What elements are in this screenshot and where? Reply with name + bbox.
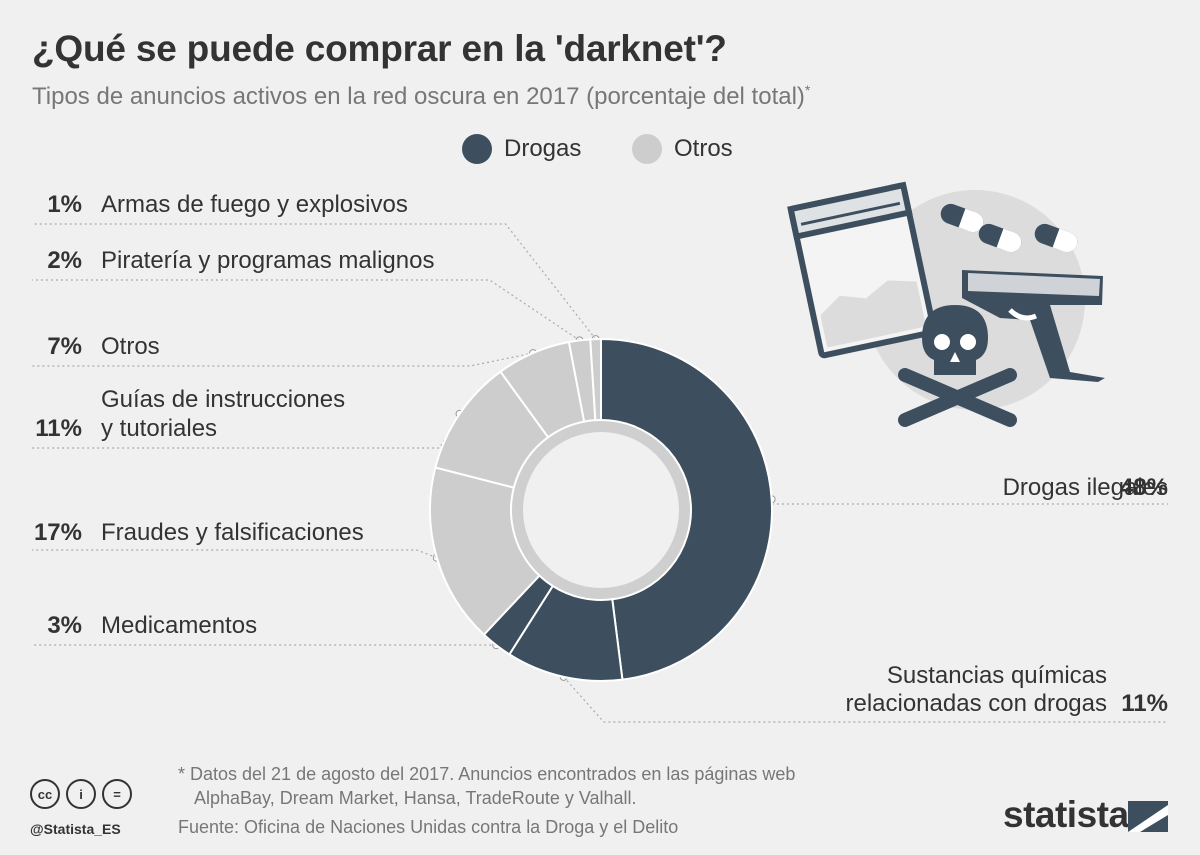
value-label-armas-de-fuego-y-explosivos: 1% xyxy=(47,191,82,218)
legend-swatch-otros xyxy=(632,134,662,164)
footnote-line-2: AlphaBay, Dream Market, Hansa, TradeRout… xyxy=(194,788,637,808)
darknet-illustration-icon xyxy=(787,181,1105,427)
cc-icon[interactable]: cc xyxy=(30,779,60,809)
label-guias-de-instrucciones-y-tutoriales-line-1: Guías de instrucciones xyxy=(101,386,345,413)
leader-fraudes-y-falsificaciones xyxy=(32,549,438,559)
attribution-icon[interactable]: i xyxy=(66,779,96,809)
label-medicamentos: Medicamentos xyxy=(101,612,257,639)
no-derivatives-icon[interactable]: = xyxy=(102,779,132,809)
slice-armas-de-fuego-y-explosivos[interactable] xyxy=(589,337,602,422)
value-label-fraudes-y-falsificaciones: 17% xyxy=(34,519,82,546)
value-label-otros: 7% xyxy=(47,333,82,360)
leader-sustancias-quimicas-relacionadas-con-drogas xyxy=(563,676,1168,723)
label-fraudes-y-falsificaciones: Fraudes y falsificaciones xyxy=(101,519,364,546)
legend: Drogas Otros xyxy=(0,134,1200,174)
legend-item-otros: Otros xyxy=(632,134,733,164)
leader-pirateria-y-programas-malignos xyxy=(32,279,580,341)
donut-hole xyxy=(523,432,679,588)
value-label-pirateria-y-programas-malignos: 2% xyxy=(47,247,82,274)
label-sustancias-quimicas-relacionadas-con-drogas-line-2: relacionadas con drogas xyxy=(845,690,1107,717)
value-label-medicamentos: 3% xyxy=(47,612,82,639)
value-label-drogas-ilegales: 48% xyxy=(1120,474,1168,501)
value-label-sustancias-quimicas-relacionadas-con-drogas: 11% xyxy=(1121,690,1168,717)
label-drogas-ilegales: Drogas ilegales xyxy=(1003,474,1168,501)
subtitle-text: Tipos de anuncios activos en la red oscu… xyxy=(32,83,805,110)
statista-logo-icon xyxy=(1128,801,1168,832)
label-sustancias-quimicas-relacionadas-con-drogas-line-1: Sustancias químicas xyxy=(887,662,1107,689)
footnote: * Datos del 21 de agosto del 2017. Anunc… xyxy=(178,762,795,810)
twitter-handle[interactable]: @Statista_ES xyxy=(30,821,121,837)
footnote-line-1: * Datos del 21 de agosto del 2017. Anunc… xyxy=(178,764,796,784)
source-note: Fuente: Oficina de Naciones Unidas contr… xyxy=(178,817,679,837)
legend-swatch-drogas xyxy=(462,134,492,164)
chart-subtitle: Tipos de anuncios activos en la red oscu… xyxy=(32,82,810,111)
label-pirateria-y-programas-malignos: Piratería y programas malignos xyxy=(101,247,434,274)
leader-otros xyxy=(32,352,534,367)
value-label-guias-de-instrucciones-y-tutoriales: 11% xyxy=(35,415,82,442)
label-guias-de-instrucciones-y-tutoriales-line-2: y tutoriales xyxy=(101,415,217,442)
subtitle-asterisk: * xyxy=(804,82,811,98)
chart-title: ¿Qué se puede comprar en la 'darknet'? xyxy=(32,28,727,69)
leader-armas-de-fuego-y-explosivos xyxy=(32,223,597,340)
leader-guias-de-instrucciones-y-tutoriales xyxy=(32,413,461,449)
legend-item-drogas: Drogas xyxy=(462,134,581,164)
label-otros: Otros xyxy=(101,333,160,360)
legend-label-otros: Otros xyxy=(674,135,733,162)
label-armas-de-fuego-y-explosivos: Armas de fuego y explosivos xyxy=(101,191,408,218)
statista-logo[interactable]: statista xyxy=(1003,794,1129,835)
license-icons: cc i = xyxy=(30,779,132,809)
legend-label-drogas: Drogas xyxy=(504,135,582,162)
slice-drogas-ilegales[interactable] xyxy=(600,337,774,681)
